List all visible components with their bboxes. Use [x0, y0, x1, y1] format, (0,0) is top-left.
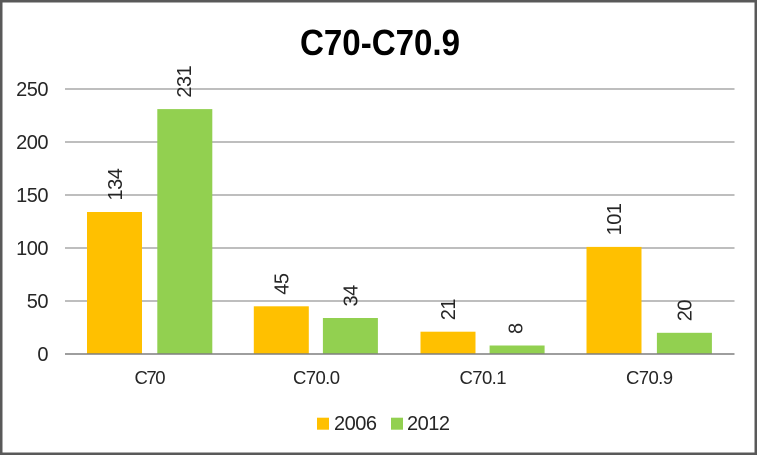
svg-text:200: 200	[16, 132, 48, 154]
svg-text:C70-C70.9: C70-C70.9	[300, 22, 460, 63]
svg-text:8: 8	[506, 323, 528, 334]
svg-text:0: 0	[37, 344, 48, 366]
svg-text:2006: 2006	[334, 413, 377, 435]
svg-text:20: 20	[674, 300, 696, 322]
svg-text:C70.0: C70.0	[293, 367, 340, 388]
svg-text:C70.1: C70.1	[460, 367, 507, 388]
svg-text:50: 50	[27, 291, 49, 313]
svg-text:231: 231	[174, 65, 196, 97]
svg-text:134: 134	[105, 168, 127, 200]
svg-text:21: 21	[438, 299, 460, 321]
svg-text:101: 101	[604, 203, 626, 235]
svg-text:2012: 2012	[407, 413, 450, 435]
svg-text:C70.9: C70.9	[626, 367, 673, 388]
svg-text:45: 45	[271, 273, 293, 295]
svg-text:100: 100	[16, 238, 48, 260]
svg-text:250: 250	[16, 79, 48, 101]
svg-text:150: 150	[16, 185, 48, 207]
svg-text:C70: C70	[135, 367, 166, 388]
svg-text:34: 34	[340, 285, 362, 307]
